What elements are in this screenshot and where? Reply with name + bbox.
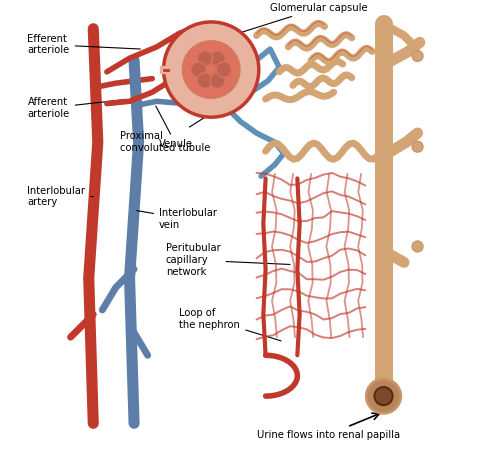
Text: Interlobular
vein: Interlobular vein — [137, 208, 217, 230]
Text: Venule: Venule — [156, 106, 193, 149]
Text: Peritubular
capillary
network: Peritubular capillary network — [166, 243, 290, 277]
Circle shape — [412, 141, 423, 152]
Circle shape — [191, 62, 206, 77]
Circle shape — [216, 62, 232, 77]
Circle shape — [216, 62, 232, 77]
Text: Interlobular
artery: Interlobular artery — [28, 186, 93, 207]
Circle shape — [210, 73, 225, 88]
Circle shape — [374, 387, 393, 405]
Circle shape — [197, 51, 213, 66]
Circle shape — [164, 22, 259, 117]
Circle shape — [366, 379, 401, 414]
Text: Efferent
arteriole: Efferent arteriole — [28, 34, 141, 55]
Circle shape — [412, 241, 423, 252]
Text: Glomerular capsule: Glomerular capsule — [241, 3, 368, 32]
Text: Proximal
convoluted tubule: Proximal convoluted tubule — [120, 112, 213, 153]
Text: Loop of
the nephron: Loop of the nephron — [179, 308, 281, 341]
Circle shape — [412, 51, 423, 61]
Circle shape — [197, 73, 213, 88]
Circle shape — [183, 41, 239, 98]
Text: Afferent
arteriole: Afferent arteriole — [28, 97, 127, 119]
Circle shape — [210, 51, 225, 66]
Text: Urine flows into renal papilla: Urine flows into renal papilla — [257, 413, 400, 440]
